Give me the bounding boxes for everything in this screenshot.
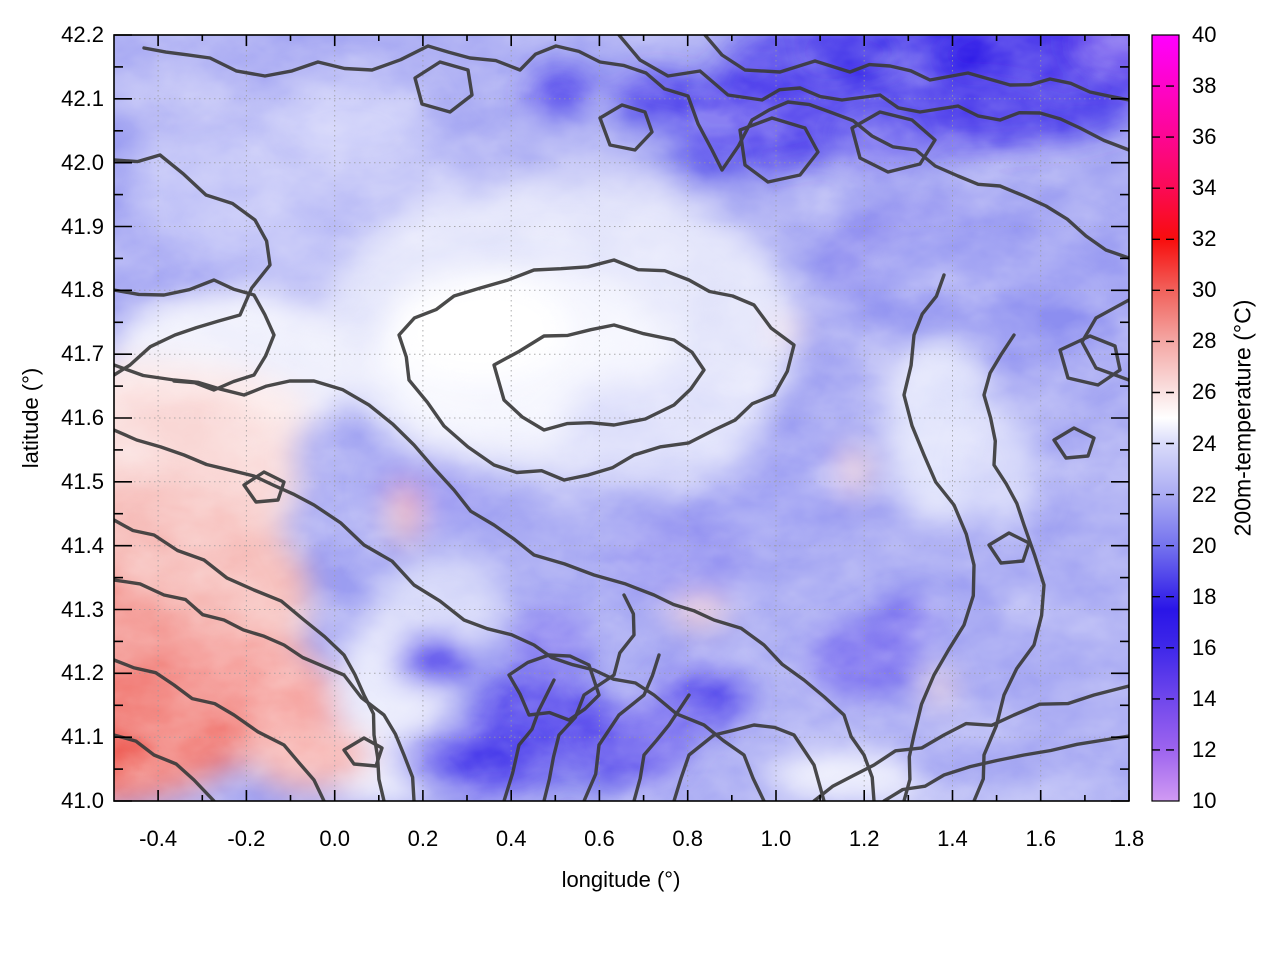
- colorbar-tick-label: 28: [1192, 328, 1217, 354]
- x-tick-label: 0.6: [584, 826, 615, 851]
- colorbar-tick-label: 40: [1192, 22, 1217, 47]
- y-tick-label: 42.1: [61, 85, 104, 111]
- x-tick-label: 1.4: [937, 826, 968, 851]
- colorbar-tick-label: 32: [1192, 226, 1217, 252]
- y-tick-label: 41.1: [61, 724, 104, 750]
- colorbar-tick-label: 24: [1192, 430, 1217, 456]
- x-tick-label: 1.0: [760, 826, 792, 851]
- y-tick-label: 42.0: [61, 149, 104, 175]
- x-tick-label: 0.0: [319, 826, 350, 851]
- x-tick-label: 1.6: [1025, 826, 1057, 851]
- y-tick-label: 41.6: [61, 405, 104, 430]
- x-axis-title: longitude (°): [561, 867, 681, 892]
- contour-lines: [114, 35, 1129, 801]
- plot-border: [113, 34, 1130, 802]
- x-tick-label: 0.4: [495, 826, 527, 851]
- colorbar-tick-label: 20: [1192, 532, 1217, 558]
- colorbar-tick-label: 10: [1192, 788, 1217, 813]
- colorbar: [1151, 34, 1180, 802]
- x-tick-label: -0.2: [227, 826, 266, 851]
- x-tick-label: 0.2: [407, 826, 439, 851]
- colorbar-tick-label: 12: [1192, 736, 1217, 762]
- colorbar-tick-label: 18: [1192, 583, 1217, 609]
- y-tick-label: 41.2: [61, 660, 104, 686]
- colorbar-tick-label: 34: [1192, 175, 1217, 201]
- x-tick-label: 0.8: [672, 826, 703, 851]
- tick-marks: [114, 34, 1130, 802]
- colorbar-tick-label: 22: [1192, 481, 1217, 507]
- colorbar-title: 200m-temperature (°C): [1229, 299, 1256, 537]
- y-tick-label: 41.0: [61, 788, 104, 813]
- y-tick-label: 41.9: [61, 213, 104, 239]
- colorbar-tick-label: 30: [1192, 277, 1217, 303]
- y-tick-label: 41.7: [61, 341, 104, 367]
- y-tick-label: 41.5: [61, 468, 104, 494]
- y-tick-label: 41.3: [61, 596, 104, 622]
- y-tick-label: 41.8: [61, 277, 104, 303]
- x-tick-label: 1.8: [1113, 826, 1145, 851]
- x-tick-label: 1.2: [848, 826, 880, 851]
- colorbar-tick-label: 38: [1192, 73, 1217, 99]
- colorbar-tick-label: 36: [1192, 124, 1217, 150]
- grid-lines: [114, 35, 1130, 801]
- colorbar-tick-label: 14: [1192, 685, 1217, 711]
- colorbar-tick-label: 16: [1192, 634, 1217, 660]
- y-tick-label: 42.2: [61, 22, 104, 47]
- y-axis-title: latitude (°): [18, 367, 43, 469]
- y-tick-label: 41.4: [61, 532, 104, 558]
- x-tick-label: -0.4: [139, 826, 178, 851]
- colorbar-tick-label: 26: [1192, 379, 1217, 405]
